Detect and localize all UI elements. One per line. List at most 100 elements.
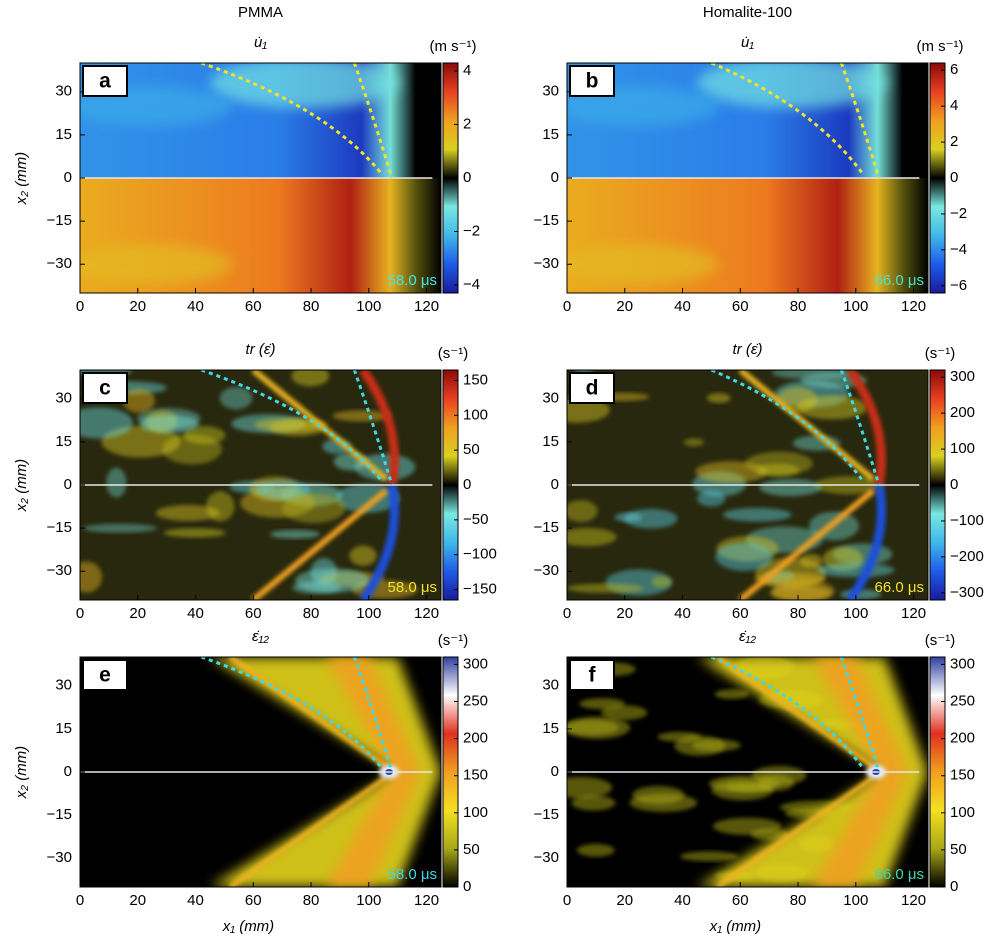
x-tick-label: 80 [790,605,807,622]
x-tick-label: 40 [187,605,204,622]
field-blob [651,576,671,587]
colorbar-tick-label: 150 [463,371,488,388]
colorbar-tick-label: 0 [463,878,471,895]
y-tick-label: −15 [47,519,72,536]
field-blob [726,783,772,791]
x-tick-label: 20 [616,298,633,315]
x-tick-label: 60 [245,892,262,909]
colorbar-tick-label: 0 [950,476,958,493]
x-tick-label: 40 [674,892,691,909]
colorbar [930,657,945,887]
field-blob [210,58,400,108]
field-blob [752,766,807,785]
field-blob [270,530,320,539]
colorbar-tick-label: 0 [463,169,471,186]
timestamp: 66.0 μs [874,272,924,289]
y-tick-label: −30 [47,562,72,579]
panel-title: u̇₁ [741,34,754,51]
field-blob [567,584,644,593]
colorbar-tick-label: 6 [950,61,958,78]
panel-title: tr (ε̇) [246,341,276,358]
field-blob [657,732,701,742]
field-blob [156,505,220,521]
colorbar-unit: (m s⁻¹) [429,38,476,55]
colorbar-unit: (m s⁻¹) [916,38,963,55]
x-tick-label: 60 [732,298,749,315]
x-tick-label: 80 [303,605,320,622]
x-axis-label: x₁ (mm) [709,918,761,935]
colorbar-tick-label: 50 [463,841,480,858]
field-blob [106,468,126,498]
panel-label: a [99,70,111,93]
y-tick-label: −15 [47,212,72,229]
x-tick-label: 20 [616,892,633,909]
field-blob [282,493,345,523]
y-tick-label: −15 [47,806,72,823]
field-blob [770,586,831,601]
y-tick-label: 30 [542,83,559,100]
colorbar-unit: (s⁻¹) [925,345,955,362]
y-tick-label: 15 [542,433,559,450]
x-tick-label: 20 [129,298,146,315]
colorbar-tick-label: −4 [950,241,967,258]
panel-title: u̇₁ [254,34,267,51]
x-tick-label: 0 [76,605,84,622]
x-tick-label: 40 [187,298,204,315]
colorbar-tick-label: −100 [950,512,984,529]
x-tick-label: 20 [129,892,146,909]
colorbar-tick-label: −6 [950,277,967,294]
y-tick-label: −15 [534,806,559,823]
x-tick-label: 20 [616,605,633,622]
x-tick-label: 100 [356,892,381,909]
field-blob [723,508,792,522]
field-blob [220,387,253,409]
y-tick-label: 15 [542,720,559,737]
y-tick-label: −30 [47,255,72,272]
field-blob [139,415,199,433]
colorbar-tick-label: 250 [463,692,488,709]
x-tick-label: 120 [414,605,439,622]
field-blob [549,777,612,798]
colorbar-tick-label: 100 [950,804,975,821]
x-tick-label: 0 [563,298,571,315]
timestamp: 58.0 μs [387,866,437,883]
colorbar-tick-label: 300 [950,368,975,385]
colorbar-tick-label: −100 [463,546,497,563]
y-tick-label: −30 [47,849,72,866]
field-blob [680,851,738,861]
timestamp: 66.0 μs [874,579,924,596]
x-tick-label: 120 [414,298,439,315]
x-tick-label: 0 [563,892,571,909]
panel: 020406080100120−30−1501530−6−4−20246(m s… [534,4,968,315]
x-tick-label: 60 [732,892,749,909]
column-header: PMMA [238,4,283,21]
y-tick-label: 30 [55,83,72,100]
y-tick-label: 15 [55,126,72,143]
x-tick-label: 100 [843,605,868,622]
colorbar-tick-label: 0 [950,878,958,895]
field-blob [615,513,643,522]
field-blob [697,58,887,108]
x-tick-label: 60 [732,605,749,622]
x-tick-label: 40 [187,892,204,909]
field-blob [164,528,226,537]
colorbar-tick-label: 2 [463,115,471,132]
field-blob [65,407,133,438]
colorbar-tick-label: 150 [950,767,975,784]
timestamp: 66.0 μs [874,866,924,883]
colorbar-unit: (s⁻¹) [438,632,468,649]
field-blob [72,244,232,284]
field-blob [759,479,821,496]
colorbar-tick-label: 150 [463,767,488,784]
field-blob [601,705,647,720]
colorbar-tick-label: 2 [950,133,958,150]
x-tick-label: 80 [303,298,320,315]
field-blob [707,393,731,403]
colorbar-tick-label: −2 [463,222,480,239]
field-blob [291,365,329,386]
heatmap-image [80,657,441,887]
y-tick-label: 30 [542,677,559,694]
x-tick-label: 20 [129,605,146,622]
field-blob [713,818,782,835]
